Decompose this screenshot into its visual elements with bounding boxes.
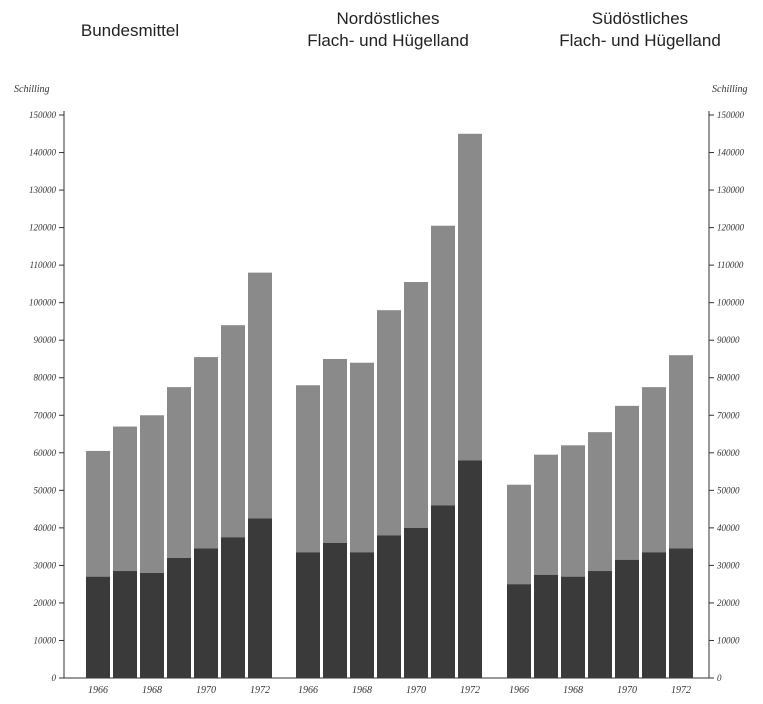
x-tick-label: 1972 [250, 685, 270, 696]
bar-lower-segment [507, 584, 531, 678]
x-tick-label: 1968 [142, 685, 162, 696]
bar-upper-segment [507, 484, 531, 585]
group-title-line: Flach- und Hügelland [559, 31, 721, 50]
bar-upper-segment [350, 362, 374, 553]
right-y-tick-label: 70000 [717, 410, 740, 420]
x-tick-label: 1970 [196, 685, 216, 696]
bar-upper-segment [167, 387, 191, 558]
x-tick-label: 1972 [460, 685, 480, 696]
x-tick-label: 1966 [509, 685, 529, 696]
left-y-tick-label: 150000 [29, 110, 57, 120]
right-y-tick-label: 130000 [717, 185, 745, 195]
bar-lower-segment [113, 571, 137, 678]
bar-lower-segment [588, 571, 612, 678]
right-axis-unit-label: Schilling [712, 84, 748, 95]
bar-upper-segment [642, 387, 666, 553]
bar-lower-segment [296, 552, 320, 678]
bar-upper-segment [113, 426, 137, 572]
left-axis-unit-label: Schilling [14, 84, 50, 95]
left-y-tick-label: 40000 [34, 523, 57, 533]
right-y-tick-label: 120000 [717, 223, 745, 233]
bar-upper-segment [323, 358, 347, 543]
bar-lower-segment [86, 576, 110, 678]
bar-lower-segment [561, 576, 585, 678]
left-y-tick-label: 130000 [29, 185, 57, 195]
bar-upper-segment [221, 325, 245, 538]
left-y-tick-label: 30000 [33, 560, 57, 570]
bar-upper-segment [588, 432, 612, 572]
right-y-tick-label: 60000 [717, 448, 740, 458]
right-y-tick-label: 140000 [717, 148, 745, 158]
right-y-tick-label: 40000 [717, 523, 740, 533]
bar-upper-segment [615, 405, 639, 560]
bar-lower-segment [377, 535, 401, 678]
bar-upper-segment [458, 133, 482, 461]
group-title-line: Südöstliches [592, 9, 688, 28]
left-y-tick-label: 70000 [34, 410, 57, 420]
bar-lower-segment [458, 460, 482, 678]
x-tick-label: 1966 [298, 685, 318, 696]
left-y-tick-label: 60000 [34, 448, 57, 458]
bar-lower-segment [404, 527, 428, 678]
x-tick-label: 1970 [617, 685, 637, 696]
x-tick-label: 1972 [671, 685, 691, 696]
group-title-line: Nordöstliches [337, 9, 440, 28]
left-y-tick-label: 110000 [30, 260, 57, 270]
left-y-tick-label: 120000 [29, 223, 57, 233]
right-y-tick-label: 110000 [717, 260, 744, 270]
bar-upper-segment [534, 454, 558, 575]
left-y-tick-label: 10000 [34, 635, 57, 645]
bar-lower-segment [167, 557, 191, 678]
bar-lower-segment [669, 548, 693, 678]
left-y-tick-label: 0 [52, 673, 57, 683]
right-y-tick-label: 100000 [717, 298, 745, 308]
right-y-tick-label: 0 [717, 673, 722, 683]
bar-upper-segment [431, 225, 455, 506]
bar-lower-segment [534, 574, 558, 678]
bar-upper-segment [140, 415, 164, 573]
bar-upper-segment [296, 385, 320, 553]
right-y-tick-label: 50000 [717, 485, 740, 495]
left-y-tick-label: 50000 [34, 485, 57, 495]
bar-upper-segment [248, 272, 272, 519]
bar-upper-segment [669, 355, 693, 549]
bar-upper-segment [377, 310, 401, 536]
right-y-tick-label: 150000 [717, 110, 745, 120]
right-y-tick-label: 90000 [717, 335, 740, 345]
bar-upper-segment [404, 282, 428, 528]
left-y-tick-label: 100000 [29, 298, 57, 308]
bar-lower-segment [323, 542, 347, 678]
left-y-tick-label: 140000 [29, 148, 57, 158]
bar-upper-segment [194, 357, 218, 549]
left-y-tick-label: 20000 [34, 598, 57, 608]
x-tick-label: 1968 [563, 685, 583, 696]
right-y-tick-label: 80000 [717, 373, 740, 383]
bar-lower-segment [615, 559, 639, 678]
bar-lower-segment [350, 552, 374, 678]
left-y-tick-label: 80000 [34, 373, 57, 383]
group-title-line: Bundesmittel [81, 21, 179, 40]
bar-upper-segment [561, 445, 585, 577]
x-tick-label: 1970 [406, 685, 426, 696]
bar-lower-segment [248, 518, 272, 678]
bar-lower-segment [194, 548, 218, 678]
right-y-tick-label: 10000 [717, 635, 740, 645]
bar-lower-segment [221, 537, 245, 678]
group-title-line: Flach- und Hügelland [307, 31, 469, 50]
right-y-tick-label: 20000 [717, 598, 740, 608]
bar-lower-segment [431, 505, 455, 678]
left-y-tick-label: 90000 [34, 335, 57, 345]
x-tick-label: 1966 [88, 685, 108, 696]
right-y-tick-label: 30000 [716, 560, 740, 570]
bar-upper-segment [86, 450, 110, 577]
bar-lower-segment [140, 572, 164, 678]
x-tick-label: 1968 [352, 685, 372, 696]
bar-lower-segment [642, 552, 666, 678]
